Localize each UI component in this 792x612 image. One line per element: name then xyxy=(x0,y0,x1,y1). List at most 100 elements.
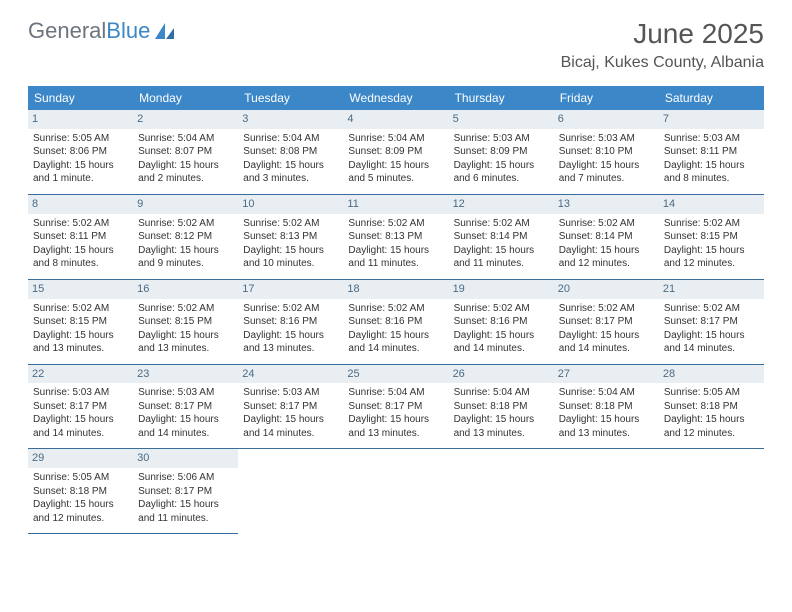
day-cell: 27Sunrise: 5:04 AMSunset: 8:18 PMDayligh… xyxy=(554,365,659,450)
daylight-text-2: and 13 minutes. xyxy=(348,427,443,441)
day-cell: 24Sunrise: 5:03 AMSunset: 8:17 PMDayligh… xyxy=(238,365,343,450)
weekday-wednesday: Wednesday xyxy=(343,86,448,110)
sunrise-text: Sunrise: 5:05 AM xyxy=(33,132,128,146)
daylight-text-1: Daylight: 15 hours xyxy=(559,413,654,427)
sunset-text: Sunset: 8:15 PM xyxy=(664,230,759,244)
sunrise-text: Sunrise: 5:04 AM xyxy=(348,132,443,146)
day-cell: 17Sunrise: 5:02 AMSunset: 8:16 PMDayligh… xyxy=(238,280,343,365)
day-cell: 9Sunrise: 5:02 AMSunset: 8:12 PMDaylight… xyxy=(133,195,238,280)
daylight-text-2: and 13 minutes. xyxy=(138,342,233,356)
daylight-text-1: Daylight: 15 hours xyxy=(348,244,443,258)
empty-cell xyxy=(449,449,554,534)
day-cell: 13Sunrise: 5:02 AMSunset: 8:14 PMDayligh… xyxy=(554,195,659,280)
day-number: 2 xyxy=(133,110,238,129)
sunset-text: Sunset: 8:06 PM xyxy=(33,145,128,159)
sunrise-text: Sunrise: 5:06 AM xyxy=(138,471,233,485)
day-cell: 18Sunrise: 5:02 AMSunset: 8:16 PMDayligh… xyxy=(343,280,448,365)
day-cell: 6Sunrise: 5:03 AMSunset: 8:10 PMDaylight… xyxy=(554,110,659,195)
sunset-text: Sunset: 8:11 PM xyxy=(33,230,128,244)
empty-cell xyxy=(238,449,343,534)
day-number: 13 xyxy=(554,195,659,214)
sunset-text: Sunset: 8:16 PM xyxy=(348,315,443,329)
day-cell: 7Sunrise: 5:03 AMSunset: 8:11 PMDaylight… xyxy=(659,110,764,195)
daylight-text-2: and 14 minutes. xyxy=(243,427,338,441)
daylight-text-1: Daylight: 15 hours xyxy=(138,498,233,512)
sunrise-text: Sunrise: 5:02 AM xyxy=(454,302,549,316)
weekday-tuesday: Tuesday xyxy=(238,86,343,110)
sunset-text: Sunset: 8:09 PM xyxy=(454,145,549,159)
daylight-text-1: Daylight: 15 hours xyxy=(33,413,128,427)
day-number: 21 xyxy=(659,280,764,299)
sunset-text: Sunset: 8:18 PM xyxy=(454,400,549,414)
daylight-text-1: Daylight: 15 hours xyxy=(664,413,759,427)
daylight-text-1: Daylight: 15 hours xyxy=(454,159,549,173)
sunset-text: Sunset: 8:17 PM xyxy=(243,400,338,414)
daylight-text-2: and 14 minutes. xyxy=(559,342,654,356)
daylight-text-2: and 11 minutes. xyxy=(138,512,233,526)
sunset-text: Sunset: 8:14 PM xyxy=(454,230,549,244)
day-number: 11 xyxy=(343,195,448,214)
sunset-text: Sunset: 8:13 PM xyxy=(243,230,338,244)
day-cell: 3Sunrise: 5:04 AMSunset: 8:08 PMDaylight… xyxy=(238,110,343,195)
weekday-monday: Monday xyxy=(133,86,238,110)
sunset-text: Sunset: 8:17 PM xyxy=(138,400,233,414)
day-number: 1 xyxy=(28,110,133,129)
sunset-text: Sunset: 8:15 PM xyxy=(138,315,233,329)
day-number: 28 xyxy=(659,365,764,384)
header: GeneralBlue June 2025 Bicaj, Kukes Count… xyxy=(0,0,792,80)
day-number: 25 xyxy=(343,365,448,384)
day-cell: 12Sunrise: 5:02 AMSunset: 8:14 PMDayligh… xyxy=(449,195,554,280)
sunrise-text: Sunrise: 5:04 AM xyxy=(454,386,549,400)
day-cell: 26Sunrise: 5:04 AMSunset: 8:18 PMDayligh… xyxy=(449,365,554,450)
daylight-text-2: and 13 minutes. xyxy=(454,427,549,441)
day-number: 24 xyxy=(238,365,343,384)
daylight-text-1: Daylight: 15 hours xyxy=(243,159,338,173)
day-cell: 4Sunrise: 5:04 AMSunset: 8:09 PMDaylight… xyxy=(343,110,448,195)
daylight-text-2: and 14 minutes. xyxy=(33,427,128,441)
day-number: 15 xyxy=(28,280,133,299)
daylight-text-1: Daylight: 15 hours xyxy=(559,244,654,258)
day-number: 9 xyxy=(133,195,238,214)
daylight-text-2: and 14 minutes. xyxy=(348,342,443,356)
daylight-text-2: and 8 minutes. xyxy=(33,257,128,271)
calendar: Sunday Monday Tuesday Wednesday Thursday… xyxy=(28,86,764,534)
sunrise-text: Sunrise: 5:02 AM xyxy=(243,302,338,316)
weekday-thursday: Thursday xyxy=(449,86,554,110)
day-cell: 28Sunrise: 5:05 AMSunset: 8:18 PMDayligh… xyxy=(659,365,764,450)
day-number: 22 xyxy=(28,365,133,384)
daylight-text-2: and 1 minute. xyxy=(33,172,128,186)
daylight-text-1: Daylight: 15 hours xyxy=(138,244,233,258)
daylight-text-1: Daylight: 15 hours xyxy=(243,413,338,427)
daylight-text-2: and 14 minutes. xyxy=(664,342,759,356)
day-number: 14 xyxy=(659,195,764,214)
daylight-text-2: and 12 minutes. xyxy=(559,257,654,271)
day-cell: 29Sunrise: 5:05 AMSunset: 8:18 PMDayligh… xyxy=(28,449,133,534)
day-number: 17 xyxy=(238,280,343,299)
day-number: 8 xyxy=(28,195,133,214)
daylight-text-2: and 3 minutes. xyxy=(243,172,338,186)
days-grid: 1Sunrise: 5:05 AMSunset: 8:06 PMDaylight… xyxy=(28,110,764,534)
logo-word1: General xyxy=(28,18,106,44)
sunrise-text: Sunrise: 5:02 AM xyxy=(33,217,128,231)
daylight-text-2: and 14 minutes. xyxy=(454,342,549,356)
daylight-text-1: Daylight: 15 hours xyxy=(348,159,443,173)
daylight-text-2: and 13 minutes. xyxy=(243,342,338,356)
day-number: 4 xyxy=(343,110,448,129)
title-block: June 2025 Bicaj, Kukes County, Albania xyxy=(561,18,764,72)
day-number: 18 xyxy=(343,280,448,299)
daylight-text-1: Daylight: 15 hours xyxy=(33,329,128,343)
day-cell: 15Sunrise: 5:02 AMSunset: 8:15 PMDayligh… xyxy=(28,280,133,365)
daylight-text-1: Daylight: 15 hours xyxy=(33,159,128,173)
daylight-text-1: Daylight: 15 hours xyxy=(454,244,549,258)
sunset-text: Sunset: 8:10 PM xyxy=(559,145,654,159)
sunrise-text: Sunrise: 5:05 AM xyxy=(33,471,128,485)
sunrise-text: Sunrise: 5:02 AM xyxy=(664,217,759,231)
day-number: 7 xyxy=(659,110,764,129)
sunrise-text: Sunrise: 5:02 AM xyxy=(559,302,654,316)
daylight-text-1: Daylight: 15 hours xyxy=(33,498,128,512)
sunrise-text: Sunrise: 5:03 AM xyxy=(454,132,549,146)
day-cell: 14Sunrise: 5:02 AMSunset: 8:15 PMDayligh… xyxy=(659,195,764,280)
sunset-text: Sunset: 8:17 PM xyxy=(664,315,759,329)
daylight-text-1: Daylight: 15 hours xyxy=(33,244,128,258)
day-cell: 22Sunrise: 5:03 AMSunset: 8:17 PMDayligh… xyxy=(28,365,133,450)
